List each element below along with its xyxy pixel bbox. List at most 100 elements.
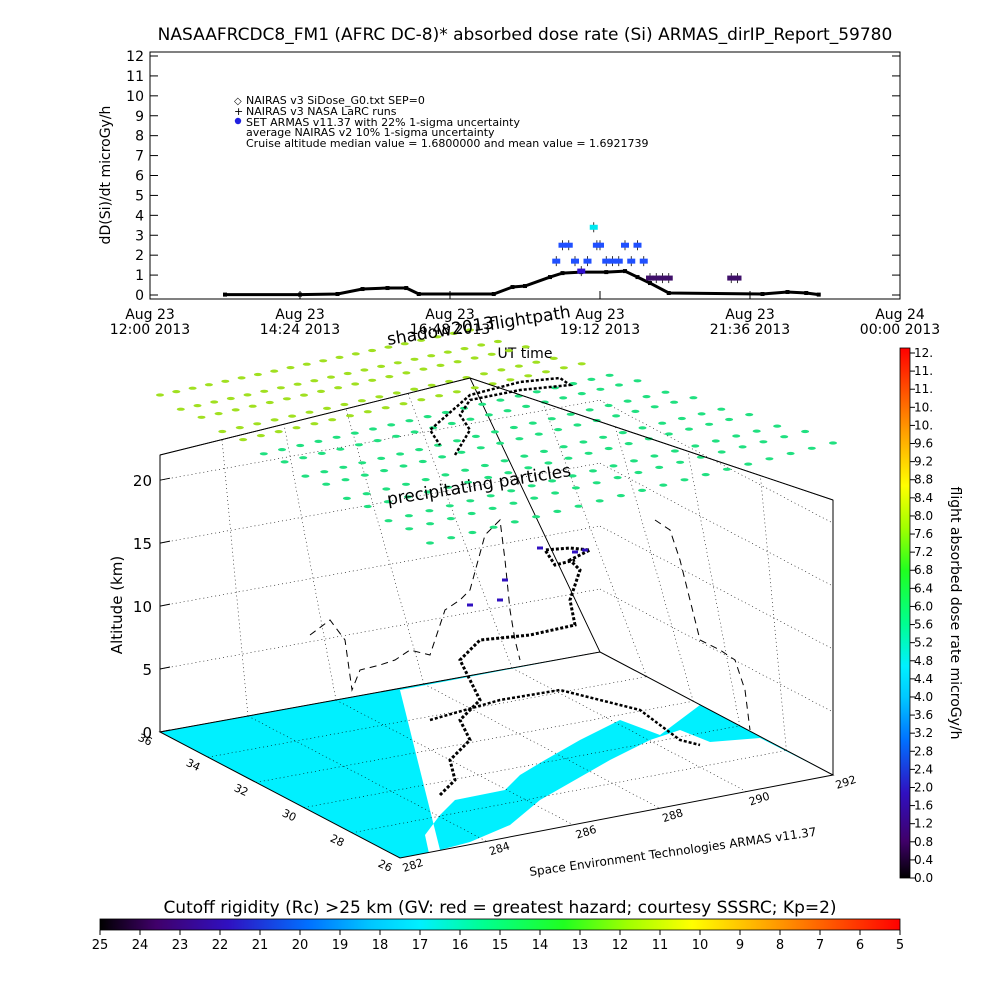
precip-particle (336, 447, 345, 451)
precip-particle (630, 459, 638, 463)
rigidity-colorbar-tick-label: 14 (532, 938, 549, 953)
series-armas-point (664, 275, 673, 281)
precip-particle (340, 402, 349, 407)
series-nairas-point (604, 270, 609, 275)
precip-particle (339, 465, 348, 469)
ts-x-tick-label-date: Aug 24 (875, 307, 925, 323)
series-nairas-point (785, 290, 790, 295)
precip-particle (351, 382, 360, 386)
dose-colorbar-tick-label: 2.8 (914, 744, 933, 758)
precip-particle (551, 491, 560, 495)
precip-particle (484, 413, 493, 417)
precip-particle (616, 494, 625, 498)
flight-track-armas-point (572, 550, 578, 554)
precip-particle (452, 390, 461, 394)
wall-gridline (345, 408, 425, 685)
floor-gridline (247, 715, 487, 842)
precip-particle (642, 395, 651, 399)
longitude-tick-label: 288 (661, 806, 685, 825)
rigidity-colorbar-gradient (99, 918, 901, 931)
precip-particle (744, 462, 753, 466)
precip-particle (554, 428, 563, 432)
precip-particle (436, 363, 445, 367)
latitude-tick-label: 30 (280, 807, 298, 825)
precip-particle (547, 417, 556, 421)
precip-particle (489, 525, 498, 529)
precip-particle (265, 400, 274, 405)
precip-particle (765, 457, 774, 461)
precip-particle (382, 487, 391, 491)
precip-particle (423, 490, 432, 494)
precip-particle (417, 338, 426, 342)
wall-gridline (760, 475, 787, 751)
altitude-tick-label: 10 (133, 598, 152, 616)
precip-particle (464, 480, 473, 484)
floor-gridline (423, 683, 660, 809)
precip-particle (786, 451, 795, 456)
dose-colorbar-tick-label: 1.6 (914, 799, 933, 813)
precip-particle (711, 439, 720, 443)
series-armas-point (646, 275, 654, 281)
precip-particle (493, 339, 502, 344)
series-armas-point (558, 242, 567, 248)
precip-particle (676, 460, 685, 464)
ts-y-tick-label: 5 (135, 188, 144, 204)
altitude-tick-label: 15 (133, 535, 152, 553)
precip-particle (441, 410, 450, 415)
latitude-tick-label: 26 (376, 857, 394, 875)
precip-particle (496, 398, 505, 402)
series-armas-point (652, 275, 661, 281)
precip-particle (317, 389, 325, 393)
precip-particle (270, 369, 279, 373)
precip-particle (509, 501, 518, 505)
series-nairas-point (560, 271, 565, 276)
precip-particle (528, 421, 537, 425)
precip-particle (305, 410, 314, 414)
precip-particle (559, 445, 568, 449)
dose-colorbar-tick-label: 6.8 (914, 563, 933, 577)
precip-particle (725, 417, 734, 422)
series-nairas-point (548, 275, 552, 280)
precip-particle (532, 515, 541, 519)
altitude-tick-label: 20 (133, 472, 152, 490)
precip-particle (358, 461, 367, 465)
ts-x-tick-label-date: Aug 23 (575, 307, 625, 323)
dose-colorbar-tick-label: 5.2 (914, 636, 933, 650)
ts-x-tick-label-time: 21:36 2013 (710, 322, 790, 338)
precip-particle (402, 371, 411, 375)
precip-particle (488, 506, 497, 510)
series-armas-point (621, 242, 629, 248)
altitude-axis-label: Altitude (km) (108, 556, 126, 654)
figure-title: NASAAFRCDC8_FM1 (AFRC DC-8)* absorbed do… (158, 25, 893, 45)
precip-particle (400, 342, 409, 346)
precip-particle (360, 473, 369, 477)
latitude-tick-label: 32 (232, 781, 250, 799)
floor-gridline (351, 750, 787, 834)
altitude-tick-label: 5 (142, 661, 152, 679)
map-floor-land (400, 652, 833, 858)
precip-particle (323, 406, 331, 410)
latitude-tick-label: 28 (328, 832, 346, 850)
precip-particle (402, 482, 410, 486)
dose-colorbar-tick-label: 12. (914, 346, 933, 360)
series-nairas-point (523, 284, 527, 289)
rigidity-colorbar-tick-label: 22 (212, 938, 229, 953)
altitude-tick (159, 540, 171, 544)
rigidity-colorbar-tick-label: 23 (172, 938, 189, 953)
precip-particle (421, 478, 430, 482)
precip-particle (354, 443, 363, 447)
precip-particle (587, 377, 596, 381)
rigidity-colorbar-tick-label: 19 (332, 938, 349, 953)
precip-particle (722, 467, 731, 471)
precip-particle (235, 426, 244, 430)
rigidity-colorbar-ticks: 25 24 23 22 21 20 19 18 17 16 15 14 13 12 11 10 9 8 7 6 5 (92, 930, 904, 953)
wall-gridline (159, 588, 601, 670)
precip-particle (503, 409, 512, 413)
precip-particle (534, 432, 543, 436)
precip-particle (425, 509, 434, 513)
flight-track (428, 376, 701, 797)
precip-particle (343, 371, 352, 376)
precip-particle (705, 422, 714, 426)
precip-particle (510, 520, 519, 524)
precip-particle (457, 450, 466, 454)
